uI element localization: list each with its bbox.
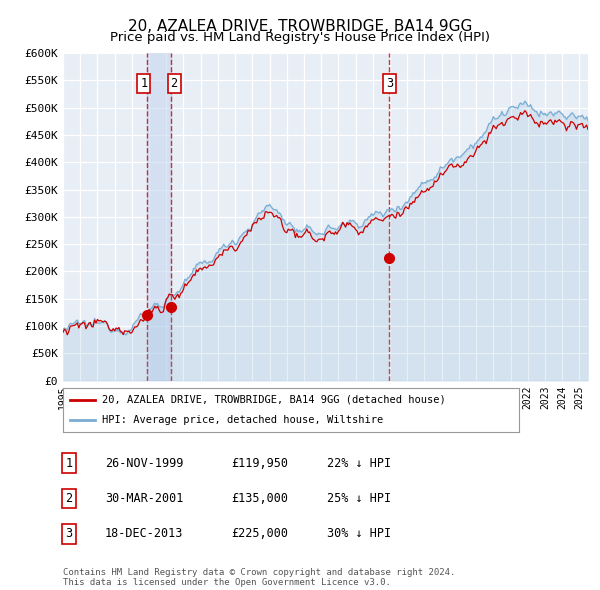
Text: 2: 2 xyxy=(170,77,178,90)
Text: 3: 3 xyxy=(65,527,73,540)
Text: £135,000: £135,000 xyxy=(231,492,288,505)
Text: 1: 1 xyxy=(65,457,73,470)
Text: 20, AZALEA DRIVE, TROWBRIDGE, BA14 9GG (detached house): 20, AZALEA DRIVE, TROWBRIDGE, BA14 9GG (… xyxy=(102,395,446,405)
Text: HPI: Average price, detached house, Wiltshire: HPI: Average price, detached house, Wilt… xyxy=(102,415,383,425)
Text: 26-NOV-1999: 26-NOV-1999 xyxy=(105,457,184,470)
Text: 30-MAR-2001: 30-MAR-2001 xyxy=(105,492,184,505)
Text: 18-DEC-2013: 18-DEC-2013 xyxy=(105,527,184,540)
Text: Contains HM Land Registry data © Crown copyright and database right 2024.
This d: Contains HM Land Registry data © Crown c… xyxy=(63,568,455,587)
Text: £225,000: £225,000 xyxy=(231,527,288,540)
Text: 22% ↓ HPI: 22% ↓ HPI xyxy=(327,457,391,470)
Text: £119,950: £119,950 xyxy=(231,457,288,470)
Text: 2: 2 xyxy=(65,492,73,505)
Text: 30% ↓ HPI: 30% ↓ HPI xyxy=(327,527,391,540)
Text: 3: 3 xyxy=(386,77,393,90)
Text: 20, AZALEA DRIVE, TROWBRIDGE, BA14 9GG: 20, AZALEA DRIVE, TROWBRIDGE, BA14 9GG xyxy=(128,19,472,34)
Text: 1: 1 xyxy=(140,77,148,90)
Text: 25% ↓ HPI: 25% ↓ HPI xyxy=(327,492,391,505)
Text: Price paid vs. HM Land Registry's House Price Index (HPI): Price paid vs. HM Land Registry's House … xyxy=(110,31,490,44)
Bar xyxy=(148,53,170,381)
